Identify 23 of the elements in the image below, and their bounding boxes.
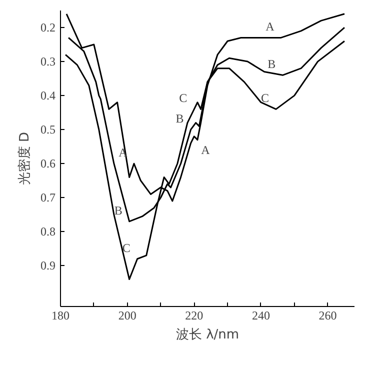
annotation: C: [179, 91, 188, 106]
x-tick-label: 200: [118, 308, 136, 322]
y-tick-label: 0.5: [40, 122, 56, 137]
y-axis-title: 光密度 D: [16, 132, 32, 186]
x-tick-label: 260: [318, 308, 337, 322]
y-tick-label: 0.8: [40, 224, 56, 239]
annotation: B: [114, 203, 122, 218]
annotation: A: [266, 20, 275, 34]
x-tick-label: 220: [185, 308, 204, 322]
y-tick-label: 0.4: [40, 88, 56, 103]
annotation: A: [201, 142, 210, 157]
annotation: C: [122, 240, 130, 255]
annotation: B: [176, 112, 184, 126]
annotation: C: [260, 91, 269, 106]
x-axis-title: 波长 λ/nm: [176, 328, 240, 342]
annotation: B: [268, 57, 276, 72]
y-tick-label: 0.9: [40, 258, 56, 273]
x-tick-label: 180: [52, 308, 70, 322]
y-tick-label: 0.3: [40, 54, 56, 69]
x-tick-label: 240: [252, 308, 270, 322]
y-tick-label: 0.7: [40, 190, 56, 205]
y-tick-label: 0.6: [40, 156, 56, 171]
y-tick-label: 0.2: [40, 20, 56, 35]
